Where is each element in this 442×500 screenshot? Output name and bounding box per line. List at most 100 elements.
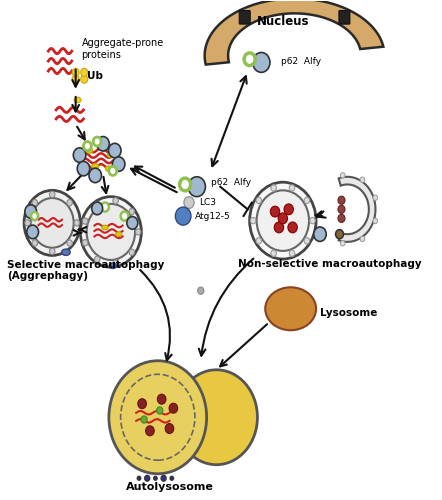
Circle shape [89,168,102,182]
Circle shape [338,205,345,214]
Circle shape [274,222,284,233]
Circle shape [121,212,129,220]
Circle shape [81,75,88,83]
Circle shape [338,214,345,222]
Circle shape [127,216,138,229]
Circle shape [256,238,262,244]
Circle shape [179,178,191,191]
Circle shape [340,240,345,246]
Circle shape [30,198,74,248]
Circle shape [32,240,38,246]
Circle shape [67,240,72,246]
Circle shape [271,185,276,191]
Ellipse shape [265,288,316,330]
Circle shape [154,476,157,480]
Circle shape [244,53,255,66]
Circle shape [184,196,194,208]
Circle shape [72,75,79,83]
Circle shape [135,229,141,235]
Ellipse shape [61,249,70,256]
Circle shape [101,202,109,211]
Text: Ub: Ub [88,71,103,81]
Circle shape [157,394,166,404]
Circle shape [284,204,293,214]
Circle shape [113,198,118,204]
Circle shape [251,218,256,224]
Circle shape [82,240,88,246]
Text: Selective macroautophagy
(Aggrephagy): Selective macroautophagy (Aggrephagy) [7,260,164,281]
Circle shape [360,177,365,182]
Circle shape [129,208,134,214]
Circle shape [175,370,257,464]
Polygon shape [339,177,375,242]
Circle shape [310,218,315,224]
Text: Autolysosome: Autolysosome [126,482,213,492]
Ellipse shape [105,166,112,172]
Circle shape [112,157,125,172]
Circle shape [169,403,178,413]
Circle shape [109,360,206,474]
Ellipse shape [107,152,114,158]
Polygon shape [205,0,383,64]
Circle shape [67,200,72,206]
Circle shape [256,198,262,203]
Circle shape [156,407,163,414]
Circle shape [50,191,55,198]
Circle shape [25,205,37,218]
Circle shape [289,185,295,191]
Circle shape [141,416,147,423]
FancyBboxPatch shape [339,10,350,24]
Circle shape [360,236,365,242]
Ellipse shape [99,146,107,151]
Circle shape [145,476,149,481]
Ellipse shape [91,164,99,169]
Ellipse shape [115,232,122,236]
Circle shape [109,166,117,175]
Circle shape [93,137,101,146]
Ellipse shape [102,225,108,230]
Circle shape [84,142,91,150]
Circle shape [129,249,134,256]
Circle shape [250,182,316,259]
Circle shape [145,426,154,436]
Circle shape [80,196,141,267]
Text: p62  Alfy: p62 Alfy [210,178,251,186]
Circle shape [27,225,38,238]
Circle shape [87,204,135,260]
Circle shape [271,206,280,217]
Circle shape [304,198,309,203]
Circle shape [50,248,55,254]
Text: Aggregate-prone
proteins: Aggregate-prone proteins [81,38,164,60]
Circle shape [304,238,309,244]
Circle shape [31,212,38,220]
Circle shape [95,202,100,207]
Circle shape [113,260,118,266]
Circle shape [335,230,343,238]
Text: Nucleus: Nucleus [257,15,309,28]
Circle shape [24,190,80,256]
Circle shape [188,177,206,197]
FancyBboxPatch shape [239,10,250,24]
Circle shape [340,172,345,178]
Text: p62  Alfy: p62 Alfy [281,56,321,66]
Circle shape [288,222,297,233]
Circle shape [373,218,377,224]
Ellipse shape [74,97,81,102]
Circle shape [108,144,121,158]
Circle shape [373,195,377,200]
Text: Lysosome: Lysosome [320,308,377,318]
Ellipse shape [109,263,116,268]
Text: Non-selective macroautophagy: Non-selective macroautophagy [238,258,422,268]
Circle shape [77,162,90,176]
Text: LC3: LC3 [199,198,216,207]
Circle shape [25,220,30,226]
Circle shape [278,213,288,224]
Circle shape [95,256,100,262]
Circle shape [314,227,326,242]
Circle shape [72,68,79,76]
Circle shape [97,136,109,151]
Circle shape [137,476,141,480]
Circle shape [91,202,103,214]
Text: Atg12-5: Atg12-5 [195,212,231,220]
Circle shape [198,287,204,294]
